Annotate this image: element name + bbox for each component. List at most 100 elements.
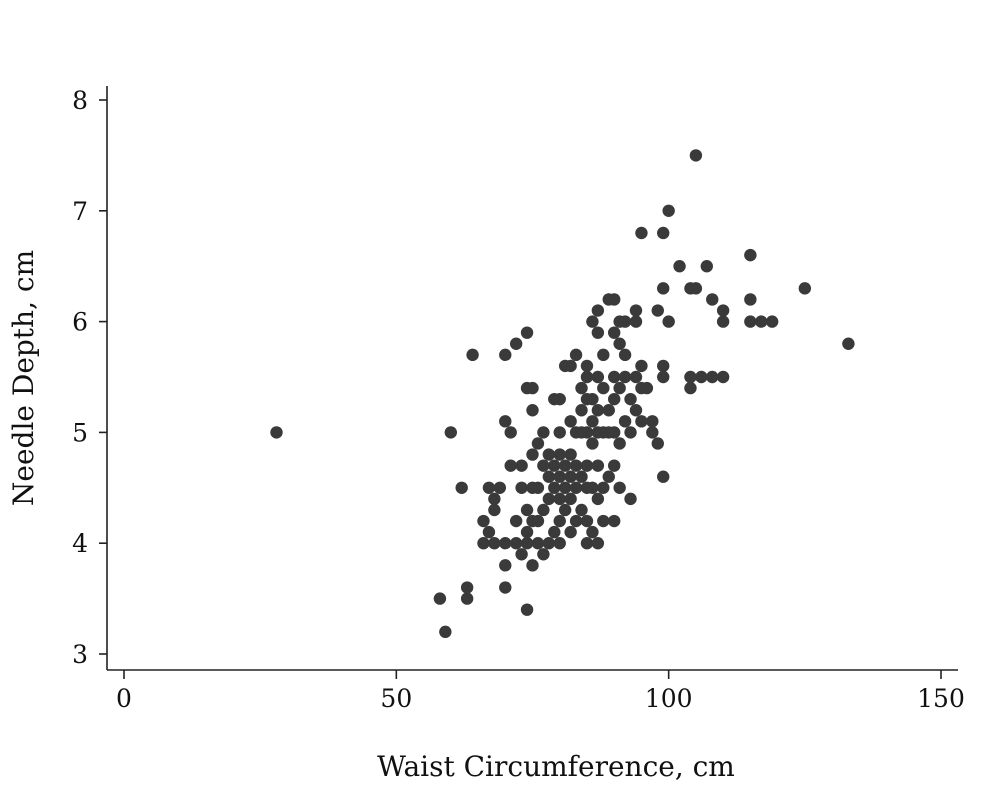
data-point [515,459,528,472]
data-point [493,481,507,494]
data-point [548,525,561,539]
data-point [526,559,539,572]
data-point [520,525,534,539]
data-point [695,370,708,384]
data-point [460,581,474,594]
data-point [716,370,730,384]
data-point [455,481,468,494]
data-point [580,370,594,384]
data-point [548,481,561,494]
y-axis-ticks: 3 4 5 6 7 8 [72,86,107,669]
data-point [662,204,675,217]
plot-area: 3 4 5 6 7 8 0 50 100 150 [72,86,965,713]
data-point [542,492,556,506]
data-point [673,260,686,273]
data-point [542,448,556,461]
data-point [439,625,452,639]
data-point [613,381,626,395]
data-point [716,304,730,317]
data-point [569,459,583,472]
data-point [629,404,643,417]
data-point [657,226,670,240]
data-point [531,481,545,494]
data-point [629,304,643,317]
data-point [499,559,512,572]
data-point [537,503,550,517]
data-point [597,514,610,528]
data-point [569,481,583,494]
data-point [591,304,605,317]
data-point [580,359,594,373]
data-point [646,426,659,439]
data-point [531,537,545,550]
data-point [716,315,730,328]
data-point [558,503,572,517]
data-point [586,525,599,539]
data-point [608,514,621,528]
data-point [515,481,528,494]
x-tick-label: 50 [380,684,412,713]
data-point [689,149,703,162]
data-point [553,448,566,461]
data-point [618,370,632,384]
data-point [591,537,605,550]
data-point [548,459,561,472]
data-point [602,470,615,483]
data-point [586,437,599,450]
data-point [477,537,490,550]
data-point [477,514,490,528]
data-point [520,503,534,517]
data-point [580,514,594,528]
data-point [515,548,528,561]
data-point [499,581,512,594]
data-point [558,459,572,472]
data-point [580,426,594,439]
data-point [755,315,768,328]
data-point [608,370,621,384]
data-point [553,470,566,483]
data-point [635,415,648,428]
data-point [629,370,643,384]
data-point [689,282,703,295]
data-point [537,426,550,439]
x-tick-label: 0 [116,684,132,713]
data-point [597,381,610,395]
data-point [586,415,599,428]
data-point [499,415,512,428]
data-point [629,315,643,328]
data-point [504,426,517,439]
data-point [608,392,621,406]
data-point [444,426,457,439]
data-point [640,381,654,395]
data-point [651,304,664,317]
data-point [706,293,719,306]
data-point [558,481,572,494]
data-point [646,415,659,428]
data-point [591,459,605,472]
data-point [765,315,779,328]
data-point [602,404,615,417]
x-tick-label: 100 [645,684,693,713]
data-point [618,348,632,362]
data-point [608,426,621,439]
data-point [509,514,523,528]
data-point [613,481,626,494]
data-point [537,459,550,472]
data-point [744,248,757,262]
data-point [466,348,479,362]
data-point [618,315,632,328]
data-point [744,293,757,306]
data-point [553,392,566,406]
y-tick-label: 7 [72,197,88,226]
y-tick-label: 8 [72,86,88,115]
data-point [580,537,594,550]
data-point [433,592,447,605]
data-point [520,537,534,550]
data-point [553,426,566,439]
data-point [684,370,697,384]
data-point [488,537,501,550]
data-point [569,348,583,362]
data-point [564,448,577,461]
data-point [608,293,621,306]
data-point [613,437,626,450]
